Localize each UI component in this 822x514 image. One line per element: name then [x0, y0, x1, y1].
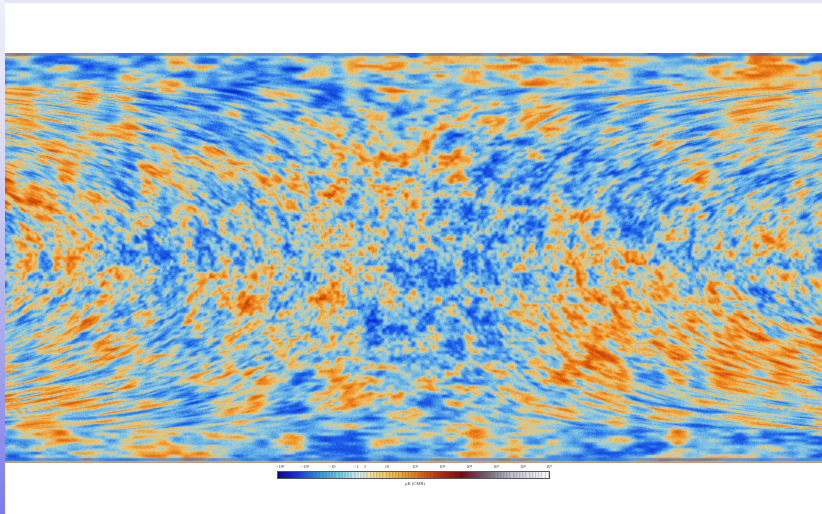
colorbar-tick: 10²: [412, 464, 418, 469]
colorbar-legend: −10³ −10² −10 −1 1 10 10² 10³ 10⁴ 10⁵ 10…: [270, 463, 560, 489]
colorbar-tick: 10⁷: [545, 464, 553, 469]
colorbar-tick: 10: [384, 464, 390, 469]
colorbar-unit-label: μK (CMB): [405, 481, 425, 486]
left-edge-strip: [0, 0, 5, 514]
colorbar-tick-labels: −10³ −10² −10 −1 1 10 10² 10³ 10⁴ 10⁵ 10…: [270, 463, 560, 470]
colorbar-tick: 10³: [439, 464, 445, 469]
colorbar-tick: −10³: [275, 464, 285, 469]
top-border: [0, 0, 822, 3]
colorbar-tick: 10⁶: [519, 464, 527, 469]
colorbar-tick: −10²: [300, 464, 310, 469]
colorbar-tick: 1: [363, 464, 367, 469]
colorbar-tick: −10: [328, 464, 336, 469]
colorbar-tick: 10⁴: [465, 464, 473, 469]
cmb-sky-map: [5, 53, 822, 463]
colorbar-tick: 10⁵: [492, 464, 500, 469]
colorbar-gradient: [277, 471, 550, 479]
colorbar-tick: −1: [353, 464, 359, 469]
